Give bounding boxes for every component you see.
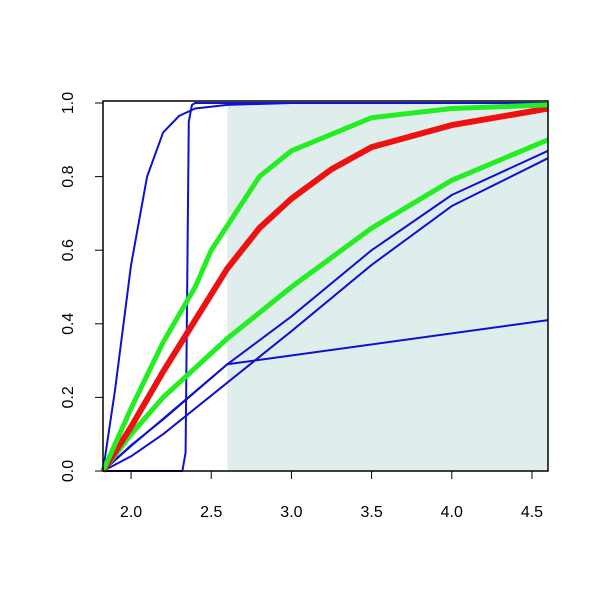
- x-tick-label: 3.5: [360, 504, 382, 521]
- plot-frame: [102, 100, 549, 472]
- y-tick-label: 0.4: [60, 313, 77, 335]
- x-tick-label: 4.0: [441, 504, 463, 521]
- line: [100, 105, 549, 473]
- y-tick-label: 0.6: [60, 239, 77, 261]
- line: [100, 102, 549, 473]
- line: [102, 157, 549, 472]
- line: [102, 149, 549, 472]
- y-tick-label: 1.0: [60, 92, 77, 114]
- line: [101, 137, 549, 473]
- y-tick-label: 0.2: [60, 386, 77, 408]
- x-tick-label: 4.5: [521, 504, 543, 521]
- x-tick-label: 2.5: [200, 504, 222, 521]
- x-tick-label: 2.0: [120, 504, 142, 521]
- y-tick-label: 0.0: [60, 460, 77, 482]
- line: [103, 102, 548, 472]
- y-tick-label: 0.8: [60, 165, 77, 187]
- x-tick-label: 3.0: [280, 504, 302, 521]
